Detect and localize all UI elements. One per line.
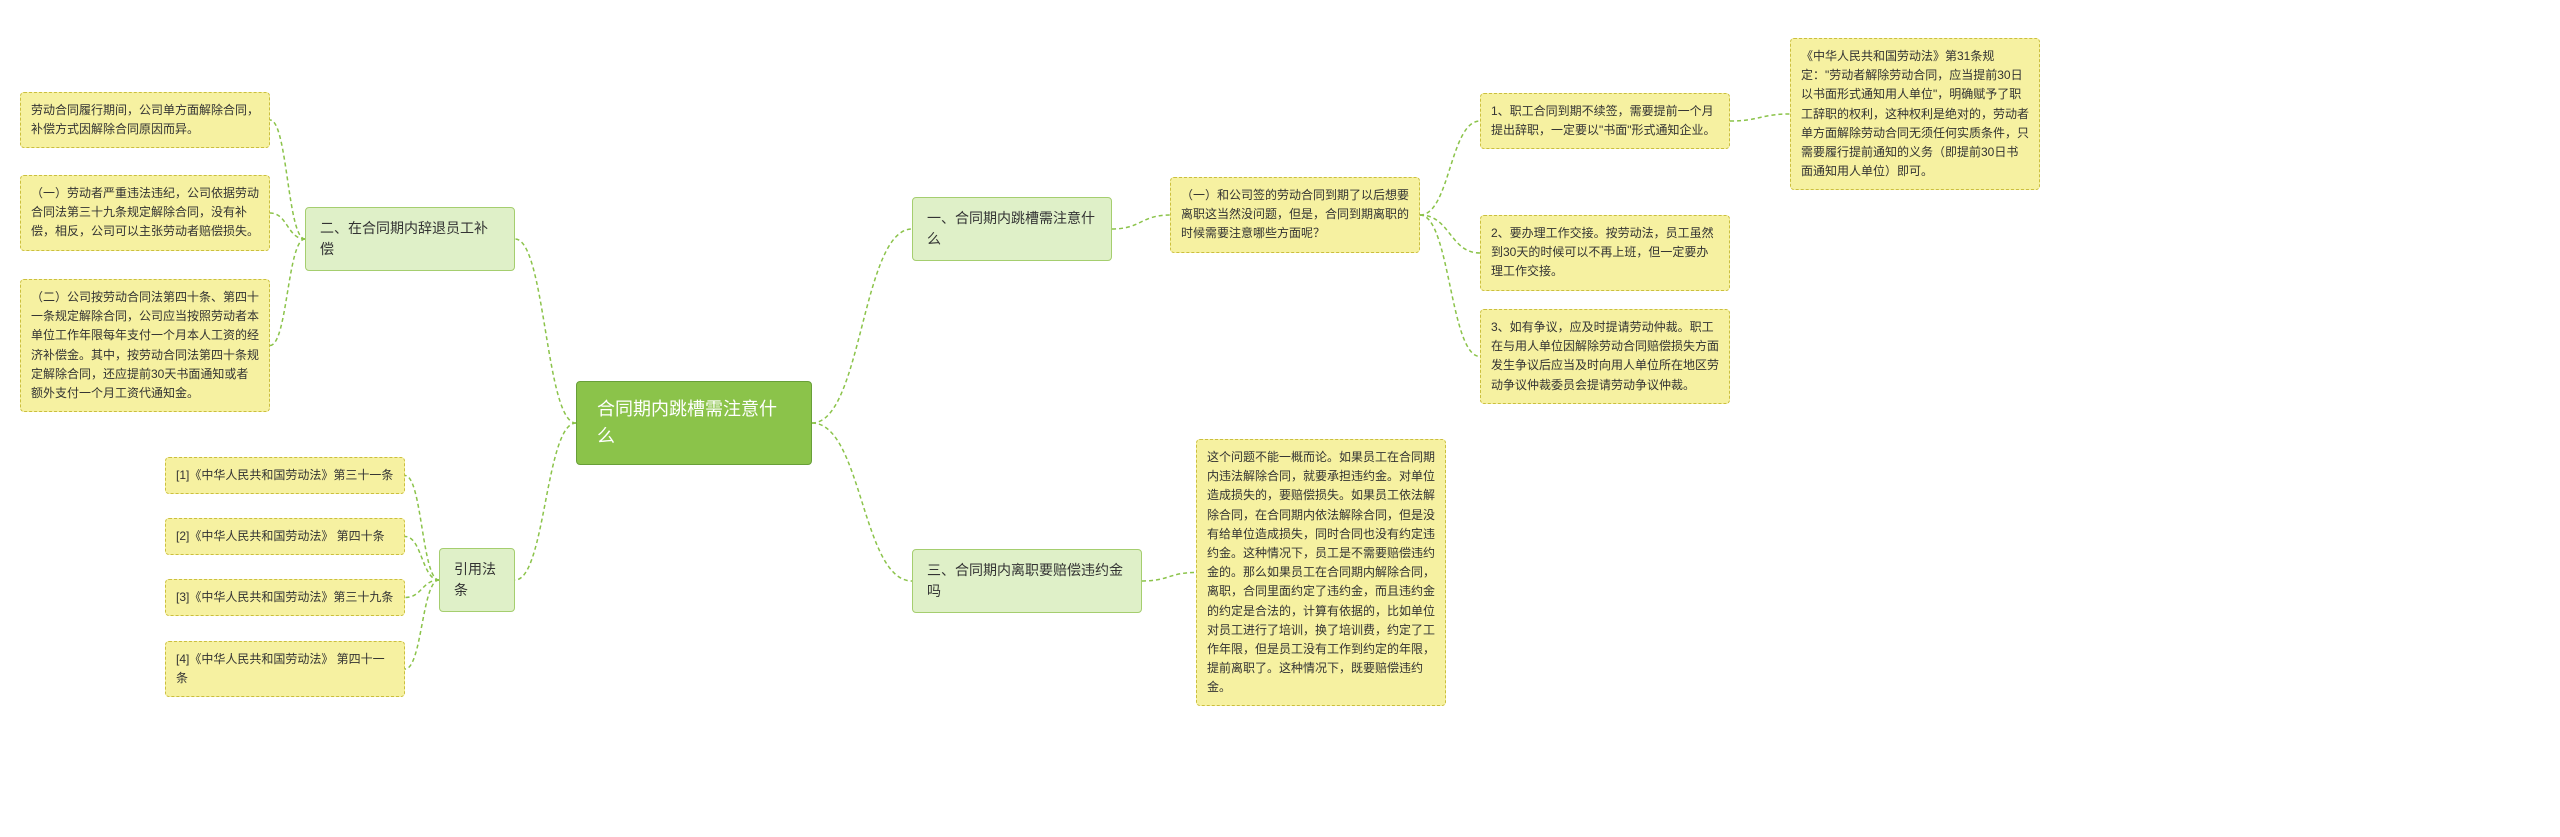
leaf-1-2[interactable]: 2、要办理工作交接。按劳动法，员工虽然到30天的时候可以不再上班，但一定要办理工…: [1480, 215, 1730, 291]
leaf-4-2[interactable]: [2]《中华人民共和国劳动法》 第四十条: [165, 518, 405, 555]
branch-1[interactable]: 一、合同期内跳槽需注意什么: [912, 197, 1112, 261]
leaf-3-1[interactable]: 这个问题不能一概而论。如果员工在合同期内违法解除合同，就要承担违约金。对单位造成…: [1196, 439, 1446, 706]
root-node[interactable]: 合同期内跳槽需注意什么: [576, 381, 812, 465]
leaf-1-1-1[interactable]: 《中华人民共和国劳动法》第31条规定："劳动者解除劳动合同，应当提前30日以书面…: [1790, 38, 2040, 190]
leaf-2-1[interactable]: （一）劳动者严重违法违纪，公司依据劳动合同法第三十九条规定解除合同，没有补偿，相…: [20, 175, 270, 251]
branch-4[interactable]: 引用法条: [439, 548, 515, 612]
branch-2[interactable]: 二、在合同期内辞退员工补偿: [305, 207, 515, 271]
leaf-2-0[interactable]: 劳动合同履行期间，公司单方面解除合同，补偿方式因解除合同原因而异。: [20, 92, 270, 148]
leaf-4-4[interactable]: [4]《中华人民共和国劳动法》 第四十一条: [165, 641, 405, 697]
leaf-4-3[interactable]: [3]《中华人民共和国劳动法》第三十九条: [165, 579, 405, 616]
leaf-4-1[interactable]: [1]《中华人民共和国劳动法》第三十一条: [165, 457, 405, 494]
connectors-layer: [0, 0, 2560, 837]
leaf-1-1[interactable]: 1、职工合同到期不续签，需要提前一个月提出辞职，一定要以"书面"形式通知企业。: [1480, 93, 1730, 149]
sub-branch-1-1[interactable]: （一）和公司签的劳动合同到期了以后想要离职这当然没问题，但是，合同到期离职的时候…: [1170, 177, 1420, 253]
leaf-1-3[interactable]: 3、如有争议，应及时提请劳动仲裁。职工在与用人单位因解除劳动合同赔偿损失方面发生…: [1480, 309, 1730, 404]
branch-3[interactable]: 三、合同期内离职要赔偿违约金吗: [912, 549, 1142, 613]
leaf-2-2[interactable]: （二）公司按劳动合同法第四十条、第四十一条规定解除合同，公司应当按照劳动者本单位…: [20, 279, 270, 412]
